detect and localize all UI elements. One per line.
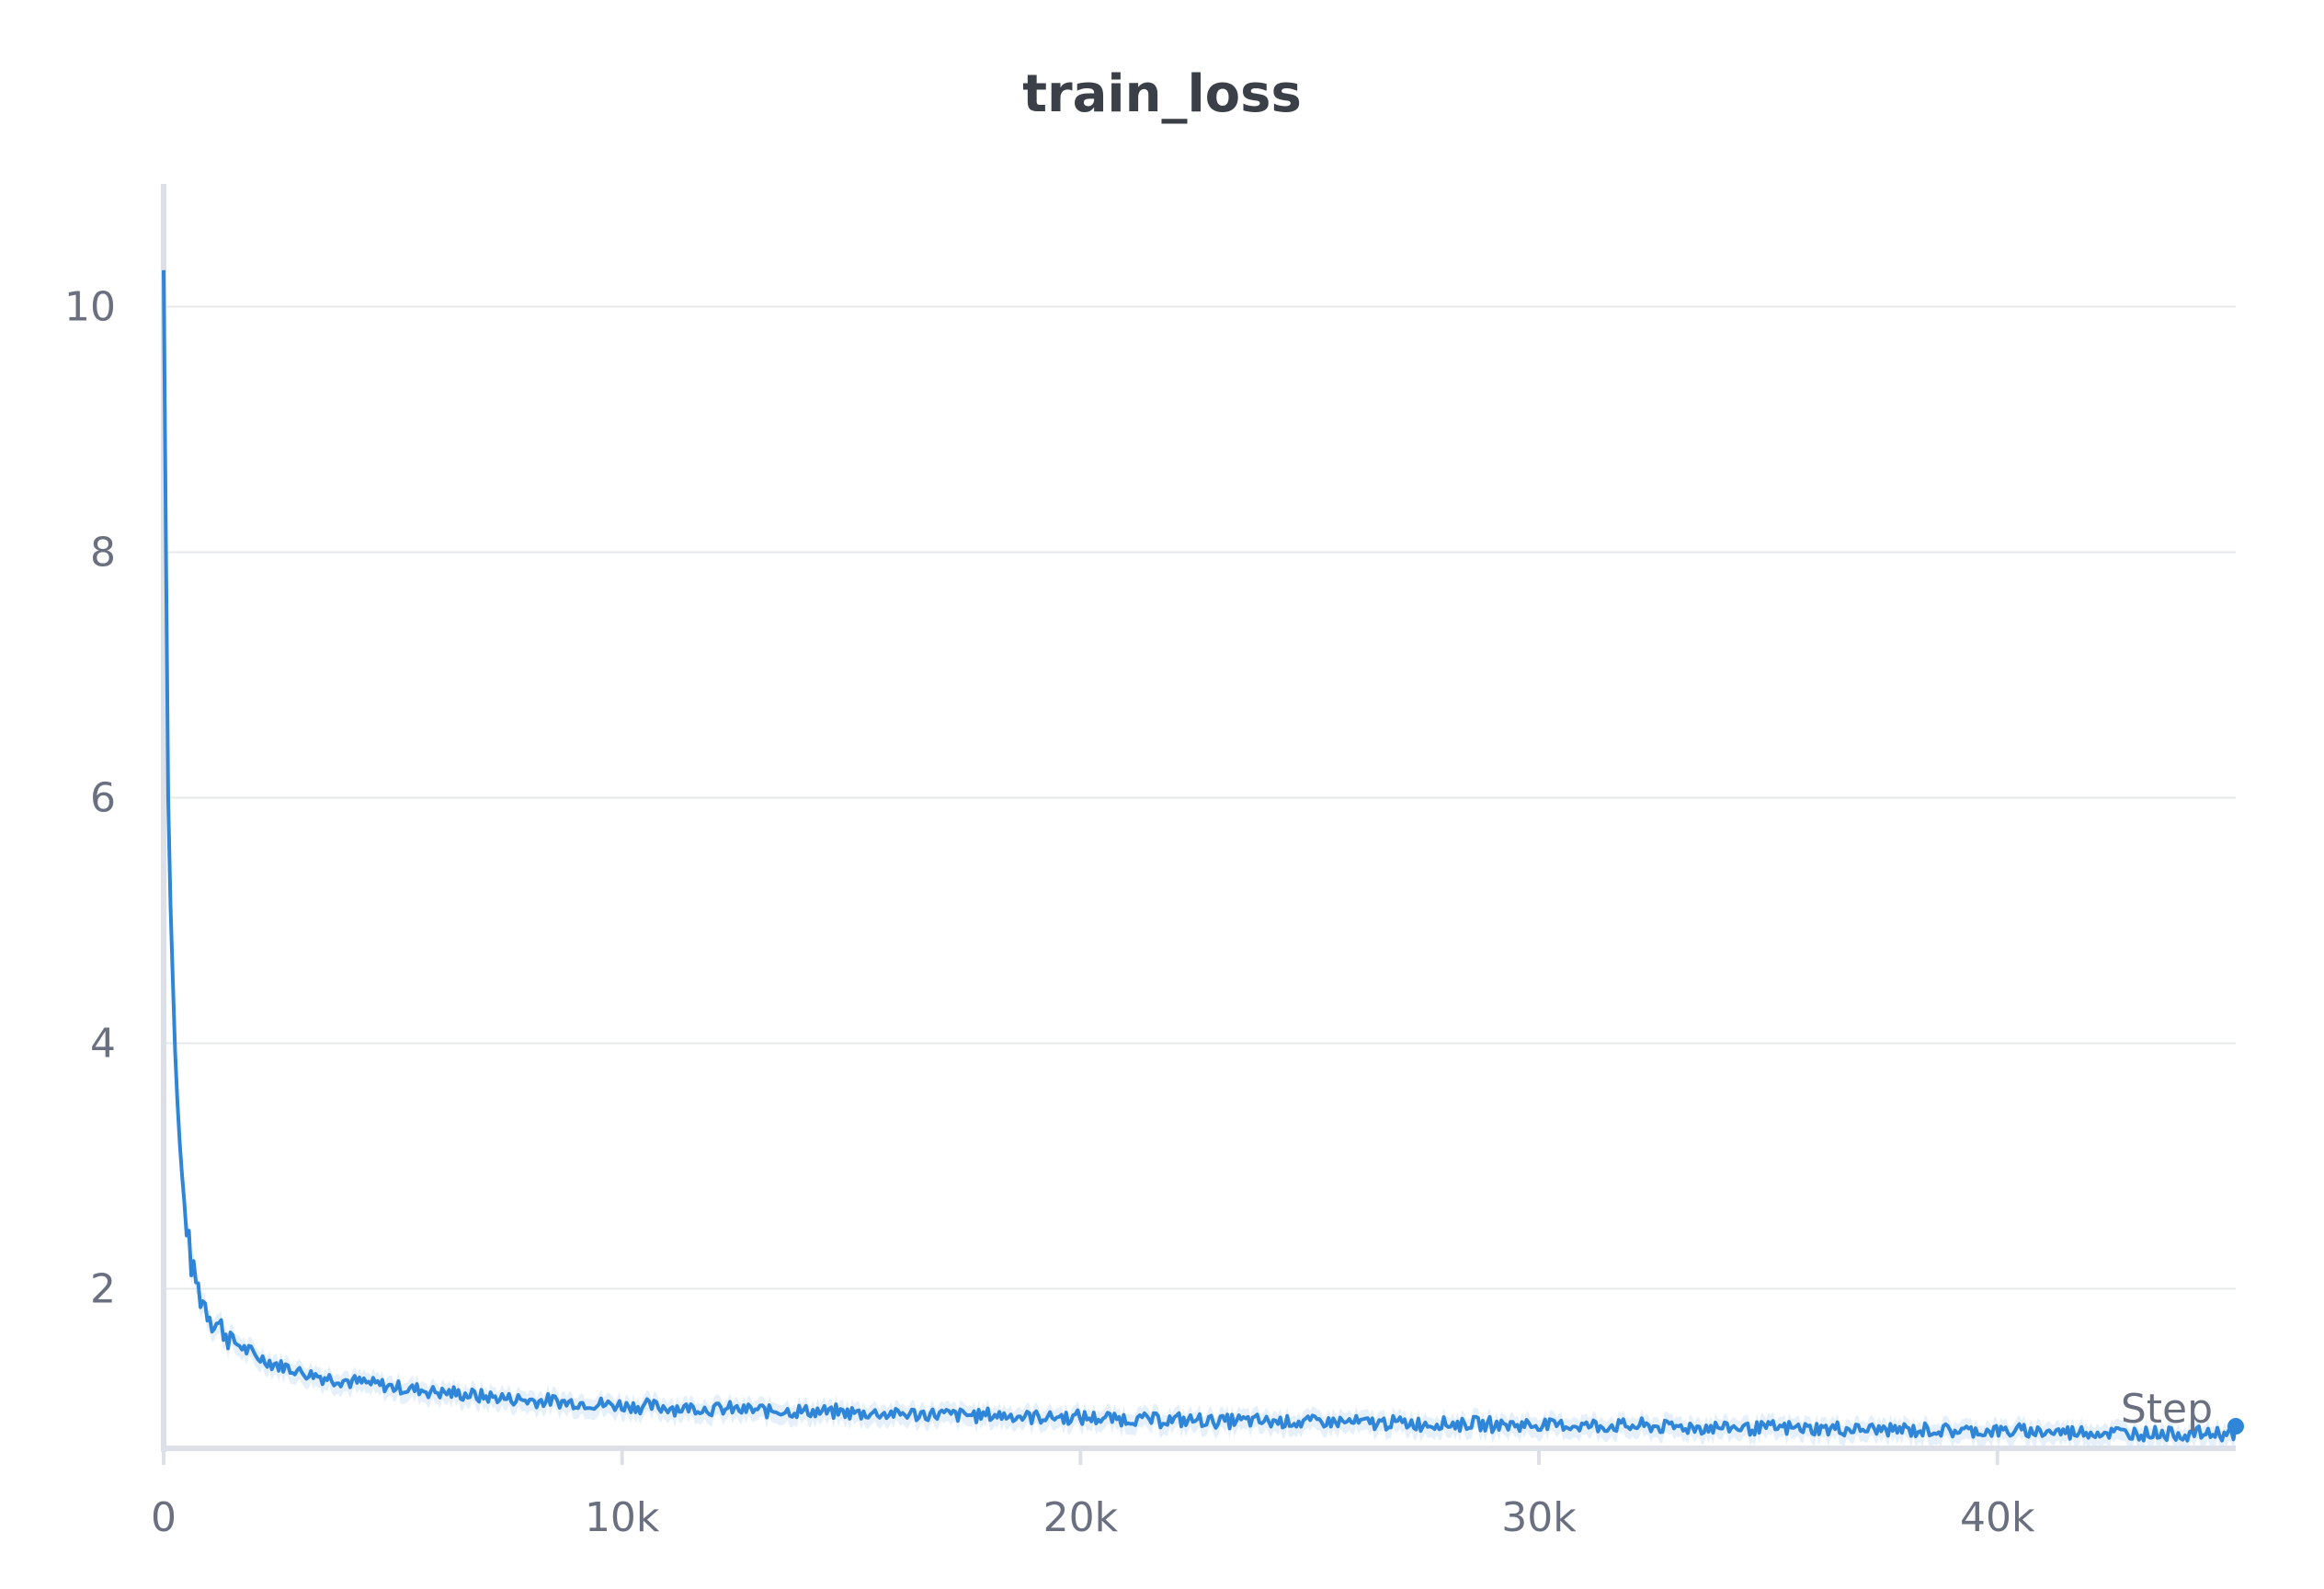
x-tick-label: 0	[151, 1494, 177, 1541]
y-tick-label: 6	[90, 774, 116, 821]
chart-title: train_loss	[1022, 64, 1302, 124]
variance-band	[164, 260, 2236, 1452]
series-lines	[162, 269, 2244, 1443]
y-tick-label: 10	[64, 283, 116, 330]
x-tick-label: 20k	[1043, 1494, 1119, 1541]
grid-lines	[164, 305, 2236, 1290]
axes	[161, 184, 2236, 1465]
series-line	[162, 269, 2238, 1443]
tick-labels: 2 4 6 8 10 0 10k 20k 30k 40k Step	[64, 283, 2213, 1541]
series-band	[164, 260, 2236, 1452]
x-tick-label: 30k	[1501, 1494, 1577, 1541]
x-tick-label: 40k	[1960, 1494, 2035, 1541]
x-tick-label: 10k	[585, 1494, 660, 1541]
y-tick-label: 4	[90, 1020, 116, 1067]
y-tick-label: 8	[90, 529, 116, 576]
y-tick-label: 2	[90, 1265, 116, 1312]
series-end-point	[2227, 1418, 2244, 1435]
x-axis-label: Step	[2121, 1386, 2213, 1433]
